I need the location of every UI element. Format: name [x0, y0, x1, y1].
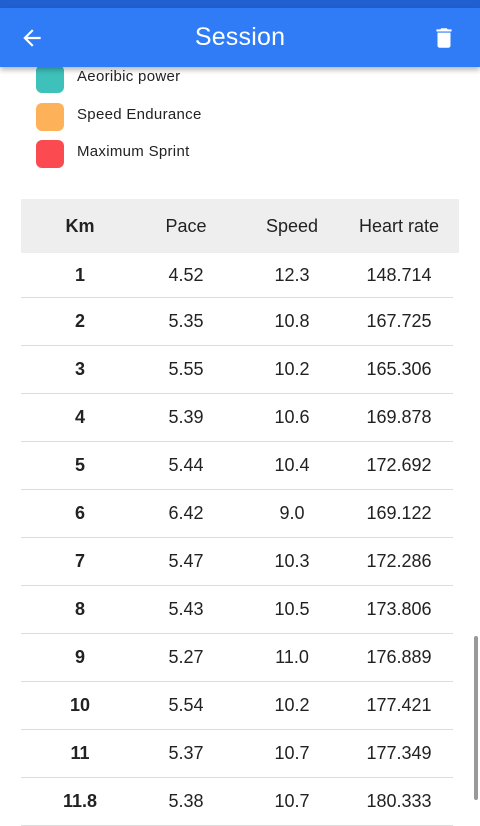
table-row: 10 5.54 10.2 177.421 — [21, 682, 453, 730]
cell-speed: 10.8 — [274, 311, 310, 331]
cell-heart-rate: 169.122 — [366, 503, 432, 523]
cell-heart-rate: 177.349 — [366, 743, 432, 763]
table-row: 1 4.52 12.3 148.714 — [21, 253, 453, 298]
cell-speed: 10.7 — [274, 791, 310, 811]
cell-heart-rate: 169.878 — [366, 407, 432, 427]
legend-label: Maximum Sprint — [77, 143, 190, 160]
table-row: 3 5.55 10.2 165.306 — [21, 346, 453, 394]
table-row: 5 5.44 10.4 172.692 — [21, 442, 453, 490]
cell-km: 6 — [74, 503, 85, 523]
cell-pace: 5.27 — [168, 647, 204, 667]
cell-pace: 5.47 — [168, 551, 204, 571]
status-bar — [0, 0, 480, 8]
page-title: Session — [194, 23, 286, 51]
cell-km: 3 — [74, 359, 85, 379]
table-row: 6 6.42 9.0 169.122 — [21, 490, 453, 538]
cell-pace: 5.37 — [168, 743, 204, 763]
cell-pace: 6.42 — [168, 503, 204, 523]
cell-heart-rate: 173.806 — [366, 599, 432, 619]
cell-speed: 10.5 — [274, 599, 310, 619]
table-row: 11 5.37 10.7 177.349 — [21, 730, 453, 778]
arrow-back-icon — [23, 29, 41, 47]
delete-button[interactable] — [420, 14, 468, 62]
cell-speed: 10.4 — [274, 455, 310, 475]
cell-heart-rate: 148.714 — [366, 264, 432, 285]
column-header-pace: Pace — [165, 215, 207, 236]
table-row: 4 5.39 10.6 169.878 — [21, 394, 453, 442]
cell-pace: 4.52 — [168, 264, 204, 285]
cell-heart-rate: 176.889 — [366, 647, 432, 667]
table-row: 8 5.43 10.5 173.806 — [21, 586, 453, 634]
table-header: Km Pace Speed Heart rate — [21, 199, 459, 253]
cell-km: 10 — [69, 695, 91, 715]
cell-km: 4 — [74, 407, 85, 427]
legend-swatch — [36, 65, 64, 93]
cell-speed: 11.0 — [275, 647, 309, 667]
cell-heart-rate: 172.692 — [366, 455, 432, 475]
cell-km: 7 — [74, 551, 85, 571]
legend-label: Aeoribic power — [77, 68, 181, 85]
cell-speed: 10.2 — [274, 695, 310, 715]
legend-swatch — [36, 102, 64, 131]
cell-pace: 5.55 — [168, 359, 204, 379]
cell-heart-rate: 172.286 — [366, 551, 432, 571]
cell-km: 5 — [74, 455, 85, 475]
cell-km: 11.8 — [62, 791, 98, 811]
cell-speed: 10.2 — [274, 359, 310, 379]
trash-icon — [436, 28, 452, 48]
legend-swatch — [36, 140, 64, 168]
cell-pace: 5.38 — [168, 791, 204, 811]
cell-speed: 12.3 — [274, 264, 310, 285]
cell-pace: 5.39 — [168, 407, 204, 427]
legend-label: Speed Endurance — [77, 105, 202, 123]
cell-heart-rate: 180.333 — [366, 791, 432, 811]
table-row: 2 5.35 10.8 167.725 — [21, 298, 453, 346]
cell-pace: 5.44 — [168, 455, 204, 475]
splits-table: Km Pace Speed Heart rate 1 4.52 12.3 148.71… — [21, 199, 459, 826]
cell-km: 2 — [74, 311, 85, 331]
cell-speed: 10.3 — [274, 551, 310, 571]
cell-speed: 10.7 — [274, 743, 310, 763]
cell-heart-rate: 167.725 — [366, 311, 432, 331]
cell-heart-rate: 177.421 — [366, 695, 432, 715]
cell-km: 8 — [74, 599, 85, 619]
cell-speed: 9.0 — [279, 503, 305, 523]
cell-pace: 5.54 — [168, 695, 204, 715]
column-header-km: Km — [65, 215, 95, 236]
table-row: 7 5.47 10.3 172.286 — [21, 538, 453, 586]
back-button[interactable] — [8, 14, 56, 62]
app-bar: Session — [0, 8, 480, 67]
table-row: 9 5.27 11.0 176.889 — [21, 634, 453, 682]
cell-km: 11 — [70, 743, 90, 763]
cell-km: 1 — [74, 264, 85, 285]
table-body: 1 4.52 12.3 148.714 2 5.35 10.8 167.725 3 5.55 10.… — [21, 253, 459, 826]
scrollbar[interactable] — [474, 636, 478, 800]
cell-pace: 5.35 — [168, 311, 204, 331]
column-header-speed: Speed — [265, 215, 319, 236]
cell-heart-rate: 165.306 — [366, 359, 432, 379]
cell-speed: 10.6 — [274, 407, 310, 427]
column-header-heart-rate: Heart rate — [358, 215, 440, 236]
cell-pace: 5.43 — [168, 599, 204, 619]
table-row: 11.8 5.38 10.7 180.333 — [21, 778, 453, 826]
cell-km: 9 — [74, 647, 85, 667]
